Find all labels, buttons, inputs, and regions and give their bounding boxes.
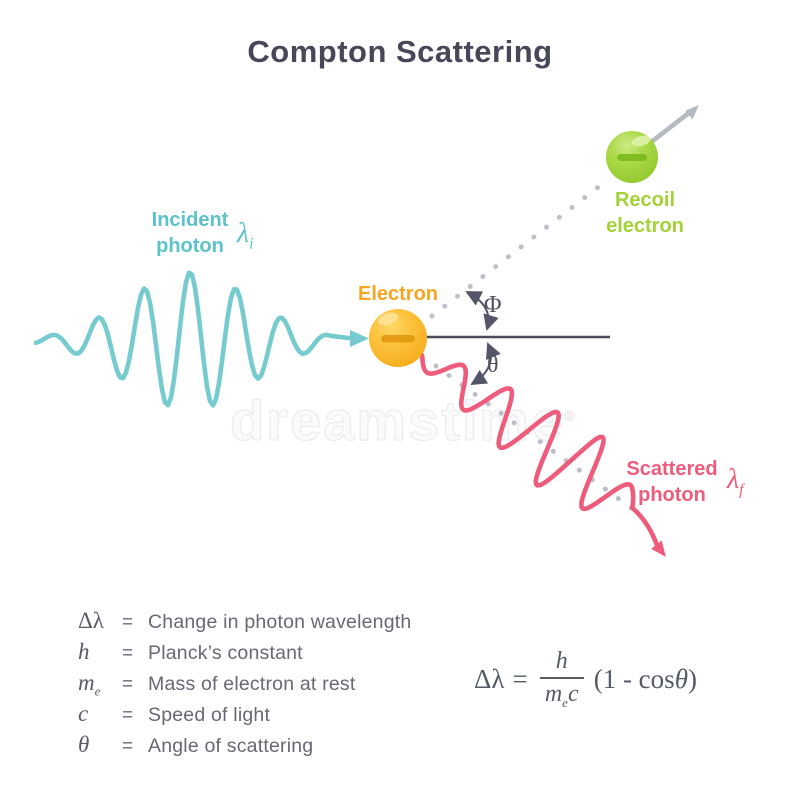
- recoil-arrow: [648, 110, 692, 145]
- scattered-photon-wave: [419, 352, 661, 551]
- electron-highlight: [377, 312, 399, 326]
- electron-ball: [369, 309, 427, 367]
- recoil-trajectory-dots: [429, 175, 613, 319]
- incident-photon-wave: [33, 270, 355, 408]
- phi-angle-arc: [465, 291, 499, 331]
- recoil-minus-icon: [617, 154, 647, 161]
- recoil-highlight: [631, 135, 651, 147]
- electron-minus-icon: [381, 335, 415, 343]
- scattered-photon-arrow: [651, 540, 666, 557]
- recoil-arrow-head: [685, 105, 699, 120]
- incident-photon-arrow: [350, 330, 369, 347]
- watermark: dreamstime®: [229, 388, 577, 452]
- theta-angle-arc: [470, 342, 501, 386]
- scattered-trajectory-dots: [433, 363, 644, 518]
- recoil-electron-ball: [606, 131, 658, 183]
